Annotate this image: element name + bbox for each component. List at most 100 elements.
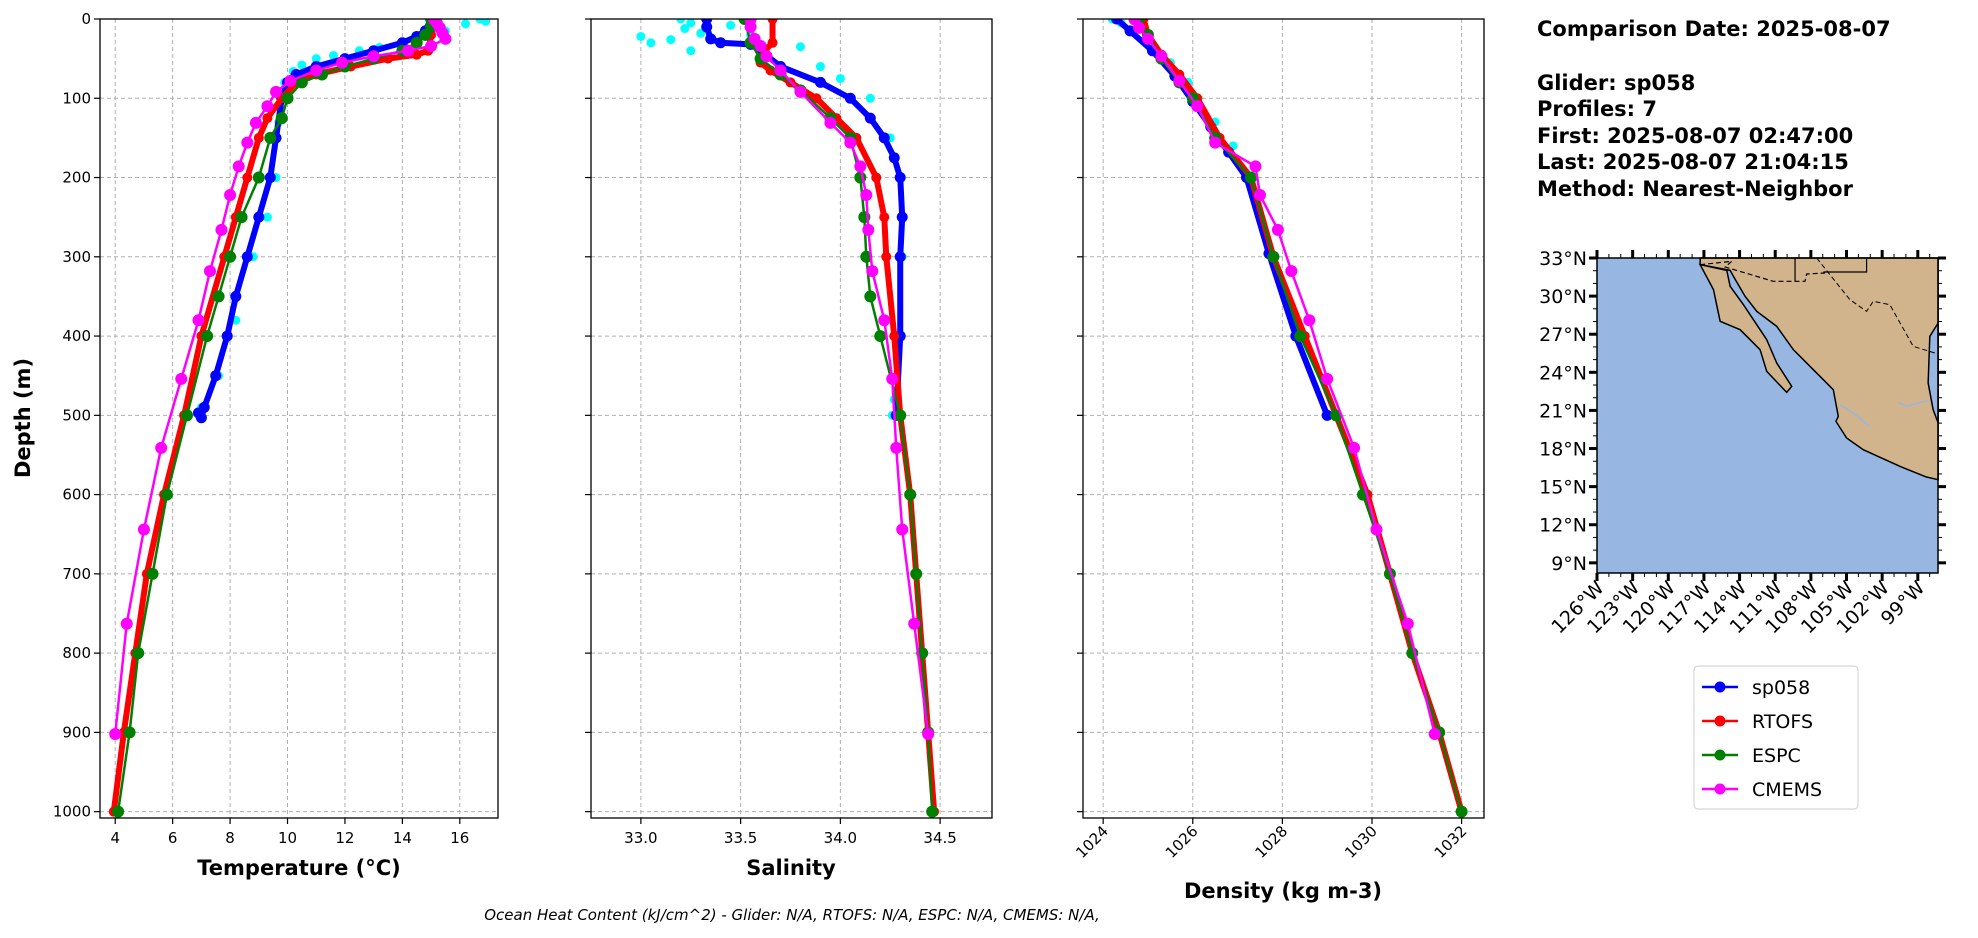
x-tick-label: 1032 [1431, 822, 1471, 862]
x-axis-label-temperature: Temperature (°C) [197, 856, 400, 880]
point-ESPC [132, 647, 145, 660]
legend-label: RTOFS [1752, 711, 1813, 733]
point-RTOFS [411, 49, 422, 60]
y-tick-label: 300 [62, 248, 91, 266]
point-CMEMS [1191, 100, 1204, 113]
info-block: Comparison Date: 2025-08-07 Glider: sp05… [1537, 17, 1891, 201]
method: Method: Nearest-Neighbor [1537, 177, 1854, 201]
land-baja [1698, 263, 1793, 394]
point-glider_raw [686, 19, 696, 28]
x-tick-label: 1024 [1072, 822, 1112, 862]
point-CMEMS [310, 64, 323, 77]
point-RTOFS [889, 331, 900, 342]
point-CMEMS [896, 523, 909, 536]
lat-tick-label: 33°N [1539, 248, 1587, 270]
point-sp058 [192, 407, 204, 419]
point-glider_raw [795, 42, 805, 52]
point-ESPC [275, 112, 288, 125]
x-tick-label: 33.0 [624, 829, 657, 847]
legend-marker [1714, 783, 1726, 795]
point-CMEMS [402, 44, 415, 57]
point-CMEMS [249, 116, 262, 129]
point-ESPC [864, 290, 877, 303]
point-ESPC [181, 409, 194, 422]
legend-item-RTOFS: RTOFS [1702, 711, 1813, 733]
y-axis-label: Depth (m) [11, 358, 35, 478]
x-tick-label: 6 [168, 829, 178, 847]
point-glider_raw [815, 62, 825, 72]
point-sp058 [1124, 25, 1136, 37]
point-sp058 [1321, 409, 1333, 421]
series-CMEMS [109, 19, 452, 740]
point-sp058 [221, 330, 233, 342]
legend-item-CMEMS: CMEMS [1702, 779, 1822, 801]
point-CMEMS [1321, 372, 1334, 385]
line-sp058 [1114, 19, 1330, 417]
point-sp058 [896, 211, 908, 223]
lat-tick-label: 9°N [1551, 553, 1587, 575]
legend: sp058 RTOFS ESPC CMEMS [1693, 665, 1859, 810]
point-CMEMS [1271, 223, 1284, 236]
point-sp058 [253, 211, 265, 223]
lat-tick-label: 18°N [1539, 439, 1587, 461]
y-tick-label: 100 [62, 89, 91, 107]
river [1897, 399, 1929, 408]
point-CMEMS [425, 39, 438, 52]
point-CMEMS [367, 50, 380, 63]
point-glider_raw [262, 212, 272, 222]
point-CMEMS [137, 523, 150, 536]
point-ESPC [904, 488, 917, 501]
point-RTOFS [881, 251, 892, 262]
point-CMEMS [1141, 32, 1154, 45]
point-CMEMS [890, 441, 903, 454]
axes-frame [99, 18, 499, 819]
point-CMEMS [1249, 160, 1262, 173]
point-ESPC [1455, 805, 1468, 818]
first-time: First: 2025-08-07 02:47:00 [1537, 124, 1853, 148]
y-tick-label: 900 [62, 723, 91, 741]
point-ESPC [235, 211, 248, 224]
point-RTOFS [262, 113, 273, 124]
y-tick-label: 700 [62, 565, 91, 583]
point-ESPC [252, 171, 265, 184]
legend-marker [1714, 681, 1726, 693]
point-CMEMS [232, 160, 245, 173]
point-sp058 [701, 21, 713, 33]
point-CMEMS [866, 265, 879, 278]
point-ESPC [212, 290, 225, 303]
point-CMEMS [109, 727, 122, 740]
y-tick-label: 600 [62, 486, 91, 504]
point-CMEMS [284, 74, 297, 87]
point-CMEMS [203, 265, 216, 278]
state-border [1823, 258, 1868, 273]
lat-tick-label: 21°N [1539, 400, 1587, 422]
point-glider_raw [680, 24, 690, 34]
x-tick-label: 34.0 [824, 829, 857, 847]
point-ESPC [926, 805, 939, 818]
point-glider_raw [481, 19, 491, 26]
x-tick-label: 8 [225, 829, 235, 847]
point-CMEMS [922, 727, 935, 740]
point-CMEMS [844, 136, 857, 149]
point-ESPC [224, 250, 237, 263]
point-glider_raw [461, 19, 471, 29]
point-CMEMS [1285, 265, 1298, 278]
x-axis-label-salinity: Salinity [746, 856, 836, 880]
point-sp058 [844, 92, 856, 104]
point-sp058 [814, 76, 826, 88]
point-CMEMS [862, 223, 875, 236]
point-RTOFS [767, 19, 778, 24]
point-CMEMS [1370, 523, 1383, 536]
x-tick-label: 33.5 [724, 829, 757, 847]
point-CMEMS [1348, 441, 1361, 454]
x-tick-label: 34.5 [923, 829, 956, 847]
point-ESPC [874, 330, 887, 343]
lat-tick-label: 12°N [1539, 515, 1587, 537]
point-ESPC [146, 567, 159, 580]
point-sp058 [888, 152, 900, 164]
lat-tick-label: 15°N [1539, 477, 1587, 499]
series-group [108, 19, 491, 818]
glider-name: Glider: sp058 [1537, 71, 1695, 95]
comparison-date: Comparison Date: 2025-08-07 [1537, 17, 1891, 41]
